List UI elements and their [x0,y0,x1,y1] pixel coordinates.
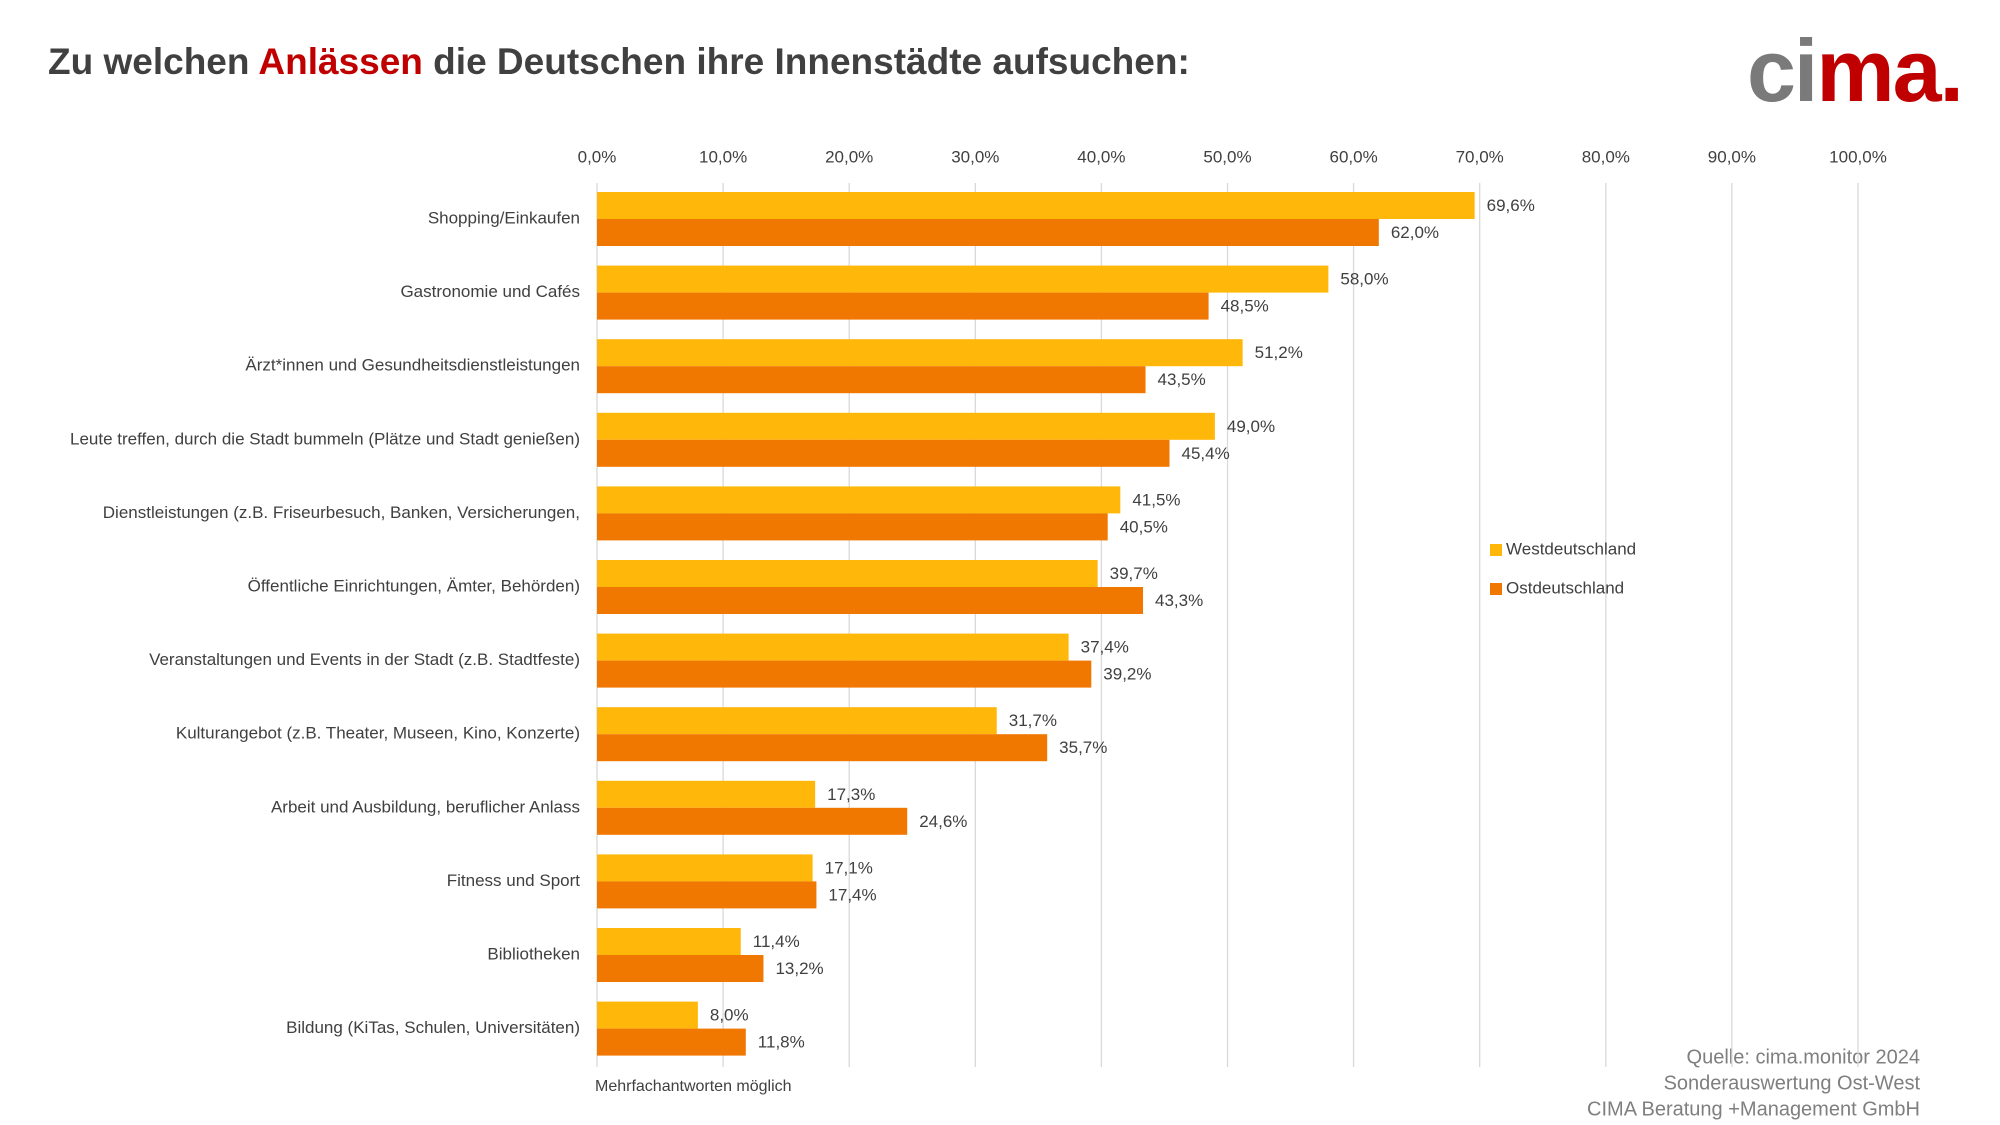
title-part: die Deutschen ihre Innenstädte aufsuchen… [423,41,1190,82]
bar [597,955,764,982]
y-tick-label: Fitness und Sport [447,871,581,890]
y-tick-label: Veranstaltungen und Events in der Stadt … [149,650,580,669]
y-tick-label: Ärzt*innen und Gesundheitsdienstleistung… [245,356,580,375]
value-label: 58,0% [1340,270,1388,289]
bar [597,219,1379,246]
chart-title: Zu welchen Anlässen die Deutschen ihre I… [48,41,1190,82]
x-tick-label: 30,0% [951,147,999,166]
bar [597,1001,698,1029]
title-part: Zu welchen [48,41,258,82]
logo: cima. [1747,21,1962,120]
y-tick-label: Bibliotheken [487,944,580,963]
bar [597,633,1069,661]
bar [597,366,1146,394]
value-label: 41,5% [1132,490,1180,509]
value-label: 39,7% [1110,564,1158,583]
source-line: CIMA Beratung +Management GmbH [1587,1098,1920,1120]
bar [597,439,1170,467]
value-label: 24,6% [919,812,967,831]
note: Mehrfachantworten möglich [595,1078,792,1095]
x-tick-label: 80,0% [1582,147,1630,166]
y-tick-label: Öffentliche Einrichtungen, Ämter, Behörd… [248,576,580,595]
value-label: 45,4% [1181,444,1229,463]
bar [597,192,1475,219]
legend-swatch [1490,583,1502,595]
bar [597,807,908,835]
x-tick-label: 60,0% [1329,147,1377,166]
y-tick-label: Gastronomie und Cafés [400,282,580,301]
logo-part: ma. [1816,21,1962,120]
y-tick-label: Shopping/Einkaufen [428,208,580,227]
value-label: 8,0% [710,1006,749,1025]
x-tick-label: 20,0% [825,147,873,166]
value-label: 51,2% [1255,343,1303,362]
value-label: 40,5% [1120,517,1168,536]
bar [597,780,816,808]
bar [597,412,1215,440]
bar [597,854,813,882]
value-label: 11,8% [758,1033,805,1052]
legend-swatch [1490,544,1502,556]
bar [597,707,997,735]
y-tick-label: Kulturangebot (z.B. Theater, Museen, Kin… [176,724,580,743]
x-tick-label: 90,0% [1708,147,1756,166]
legend-label: Westdeutschland [1506,539,1636,558]
y-tick-label: Dienstleistungen (z.B. Friseurbesuch, Ba… [103,503,580,522]
x-tick-label: 0,0% [578,147,617,166]
value-label: 13,2% [775,959,823,978]
x-tick-label: 40,0% [1077,147,1125,166]
x-tick-label: 50,0% [1203,147,1251,166]
value-label: 49,0% [1227,417,1275,436]
value-label: 17,1% [825,858,873,877]
value-label: 37,4% [1081,638,1129,657]
y-tick-label: Bildung (KiTas, Schulen, Universitäten) [286,1018,580,1037]
bar [597,292,1209,320]
bar [597,560,1098,587]
bar [597,734,1048,762]
bar [597,660,1092,688]
value-label: 69,6% [1487,196,1535,215]
bar [597,587,1144,614]
x-tick-label: 10,0% [699,147,747,166]
value-label: 17,4% [828,885,876,904]
value-label: 43,3% [1155,591,1203,610]
bar [597,486,1121,514]
value-label: 35,7% [1059,738,1107,757]
value-label: 17,3% [827,785,875,804]
bar [597,265,1329,293]
logo-part: ci [1747,21,1816,120]
source-line: Sonderauswertung Ost-West [1664,1072,1921,1094]
x-tick-label: 70,0% [1456,147,1504,166]
x-tick-label: 100,0% [1829,147,1887,166]
legend-label: Ostdeutschland [1506,578,1624,597]
source-line: Quelle: cima.monitor 2024 [1687,1046,1920,1068]
value-label: 11,4% [753,932,800,951]
bar [597,513,1108,541]
y-tick-label: Arbeit und Ausbildung, beruflicher Anlas… [271,797,580,816]
bar [597,928,741,955]
value-label: 62,0% [1391,223,1439,242]
bar [597,339,1243,367]
value-label: 31,7% [1009,711,1057,730]
bar [597,1028,746,1056]
title-part: Anlässen [258,41,423,82]
value-label: 39,2% [1103,665,1151,684]
y-tick-label: Leute treffen, durch die Stadt bummeln (… [70,429,580,448]
value-label: 48,5% [1221,297,1269,316]
bar [597,881,817,909]
value-label: 43,5% [1158,370,1206,389]
